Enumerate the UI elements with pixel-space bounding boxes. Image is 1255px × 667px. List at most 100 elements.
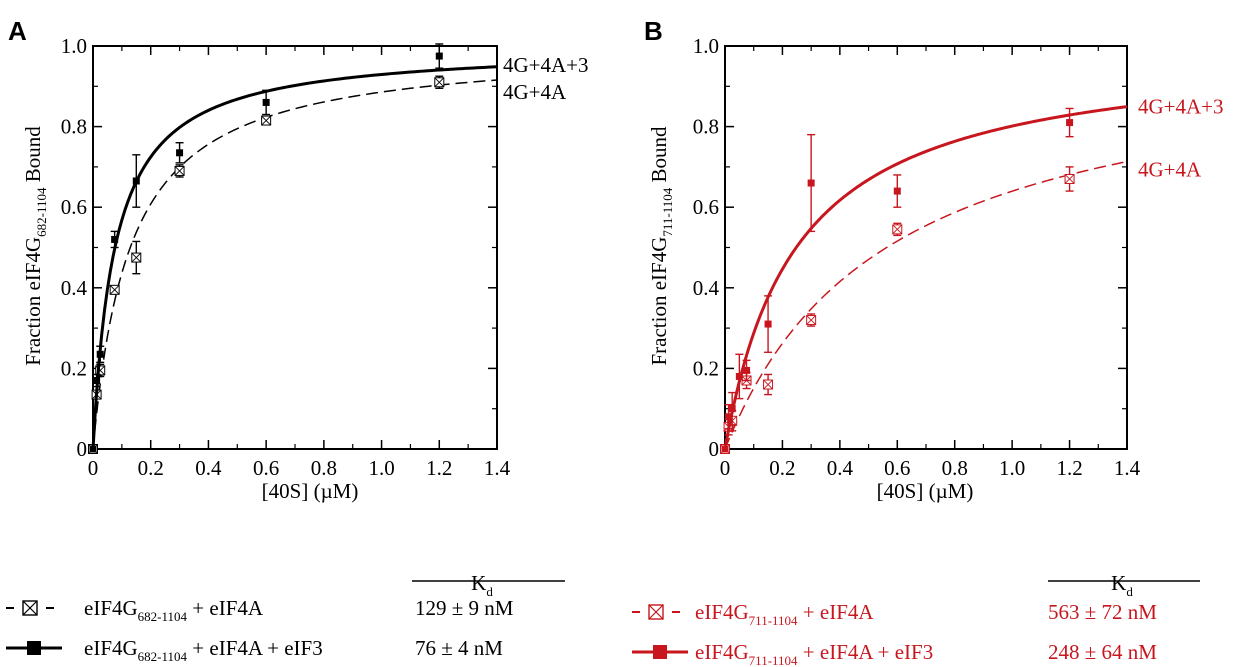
marker-x <box>109 284 120 295</box>
marker-x <box>261 115 271 126</box>
data-point-boxed-x <box>806 315 817 326</box>
kd-header-b: Kd <box>1111 571 1133 599</box>
data-point-boxed-x <box>131 252 142 263</box>
legend-label-b-4g4a3: eIF4G711-1104 + eIF4A + eIF3 <box>695 640 933 667</box>
kd-table-a: Kd eIF4G682-1104 + eIF4A 129 ± 9 nM <box>6 571 565 664</box>
x-tick-label: 1.2 <box>426 456 452 480</box>
data-point-filled-square <box>807 179 815 187</box>
curve-label: 4G+4A+3 <box>1138 95 1224 119</box>
legend-label-a-4g4a3: eIF4G682-1104 + eIF4A + eIF3 <box>84 636 323 664</box>
y-axis-label-b: Fraction eIF4G711-1104 Bound <box>647 126 675 366</box>
data-point-boxed-x <box>109 284 120 295</box>
kd-value-a-4g4a3: 76 ± 4 nM <box>415 636 503 660</box>
legend-marker-solid-filled-square <box>6 641 62 655</box>
y-tick-label: 0.6 <box>61 195 87 219</box>
data-point-filled-square <box>262 98 270 106</box>
x-tick-label: 1.2 <box>1056 456 1082 480</box>
legend-entry-a-4g4a3: eIF4G682-1104 + eIF4A + eIF3 76 ± 4 nM <box>6 636 503 664</box>
fit-curve-dashed <box>724 160 1128 450</box>
legend-marker-dashed-boxed-x <box>6 600 54 616</box>
x-tick-label: 1.4 <box>484 456 511 480</box>
x-tick-label: 0.4 <box>827 456 854 480</box>
legend-entry-b-4g4a: eIF4G711-1104 + eIF4A 563 ± 72 nM <box>632 600 1157 628</box>
curve-label: 4G+4A <box>503 80 567 104</box>
x-tick-label: 0.2 <box>138 456 164 480</box>
legend-entry-b-4g4a3: eIF4G711-1104 + eIF4A + eIF3 248 ± 64 nM <box>632 640 1157 667</box>
data-point-filled-square <box>111 235 119 243</box>
marker-x <box>174 166 185 176</box>
x-tick-label: 0.6 <box>253 456 279 480</box>
x-tick-label: 0.6 <box>884 456 910 480</box>
data-point-filled-square <box>1066 119 1074 127</box>
plot-frame <box>724 45 1128 450</box>
fit-curve-solid <box>723 105 1128 450</box>
y-tick-label: 1.0 <box>693 34 719 58</box>
marker-x <box>763 379 773 390</box>
y-tick-label: 0 <box>709 437 720 461</box>
marker-x <box>806 315 816 325</box>
data-point-boxed-x <box>261 115 272 126</box>
data-point-filled-square <box>743 366 751 374</box>
x-tick-label: 0 <box>88 456 99 480</box>
x-tick-label: 0.8 <box>311 456 337 480</box>
kd-value-a-4g4a: 129 ± 9 nM <box>415 596 514 620</box>
panel-letter-a: A <box>8 16 27 46</box>
marker-x <box>131 252 142 263</box>
data-point-filled-square <box>893 187 901 195</box>
data-point-boxed-x <box>1064 173 1075 184</box>
legend-label-a-4g4a: eIF4G682-1104 + eIF4A <box>84 596 264 624</box>
marker-x <box>1064 174 1075 184</box>
x-tick-label: 1.4 <box>1114 456 1141 480</box>
data-point-boxed-x <box>434 77 445 88</box>
curve-label: 4G+4A+3 <box>503 53 589 77</box>
y-tick-label: 0.4 <box>61 276 88 300</box>
data-point-filled-square <box>435 52 443 60</box>
y-axis-label-a: Fraction eIF4G682-1104 Bound <box>21 126 49 366</box>
y-tick-label: 0.8 <box>693 115 719 139</box>
panel-b: B Fraction eIF4G711-1104 Bound 0 0.2 0.4 0.… <box>632 16 1224 667</box>
y-tick-label: 0.2 <box>61 356 87 380</box>
kd-value-b-4g4a: 563 ± 72 nM <box>1048 600 1157 624</box>
x-tick-label: 1.0 <box>999 456 1025 480</box>
y-tick-label: 0.4 <box>693 276 720 300</box>
y-tick-label: 0.6 <box>693 195 719 219</box>
y-tick-label: 1.0 <box>61 34 87 58</box>
data-point-boxed-x <box>174 165 185 176</box>
data-point-filled-square <box>725 413 733 421</box>
legend-entry-a-4g4a: eIF4G682-1104 + eIF4A 129 ± 9 nM <box>6 596 514 624</box>
legend-label-b-4g4a: eIF4G711-1104 + eIF4A <box>695 600 874 628</box>
plot-area-a: 0 0.2 0.4 0.6 0.8 1.0 1.2 1.4 0 0.2 0.4 0.6 0.8 1.0 4G… <box>61 34 589 480</box>
x-tick-label: 1.0 <box>368 456 394 480</box>
x-tick-label: 0 <box>720 456 731 480</box>
x-axis-label-a: [40S] (µM) <box>262 479 359 503</box>
y-tick-label: 0.2 <box>693 356 719 380</box>
panel-a: A Fraction eIF4G682-1104 Bound 0 0.2 0.4 0.… <box>6 16 589 664</box>
y-tick-label: 0 <box>77 437 88 461</box>
x-tick-label: 0.8 <box>942 456 968 480</box>
y-tick-label: 0.8 <box>61 115 87 139</box>
data-point-filled-square <box>132 177 140 185</box>
data-point-filled-square <box>735 372 743 380</box>
data-point-filled-square <box>728 405 736 413</box>
data-point-filled-square <box>96 350 104 358</box>
kd-header-a: Kd <box>471 571 493 599</box>
data-point-filled-square <box>721 445 729 453</box>
x-axis-label-b: [40S] (µM) <box>877 479 974 503</box>
legend-marker-dashed-boxed-x <box>632 604 680 620</box>
data-point-boxed-x <box>892 224 903 235</box>
kd-table-b: Kd eIF4G711-1104 + eIF4A 563 ± 72 nM <box>632 571 1200 667</box>
data-point-filled-square <box>89 445 97 453</box>
fit-curve-dashed <box>92 79 498 450</box>
kd-value-b-4g4a3: 248 ± 64 nM <box>1048 640 1157 664</box>
x-tick-label: 0.4 <box>195 456 222 480</box>
legend-marker-solid-filled-square <box>632 645 688 659</box>
plot-frame <box>92 45 498 450</box>
marker-x <box>892 224 903 235</box>
data-point-filled-square <box>176 149 184 157</box>
curve-label: 4G+4A <box>1138 158 1202 182</box>
data-point-filled-square <box>764 320 772 328</box>
x-tick-label: 0.2 <box>769 456 795 480</box>
fit-curve-solid <box>91 65 498 450</box>
plot-area-b: 0 0.2 0.4 0.6 0.8 1.0 1.2 1.4 0 0.2 0.4 0.6 0.8 1.0 4G… <box>693 34 1224 480</box>
